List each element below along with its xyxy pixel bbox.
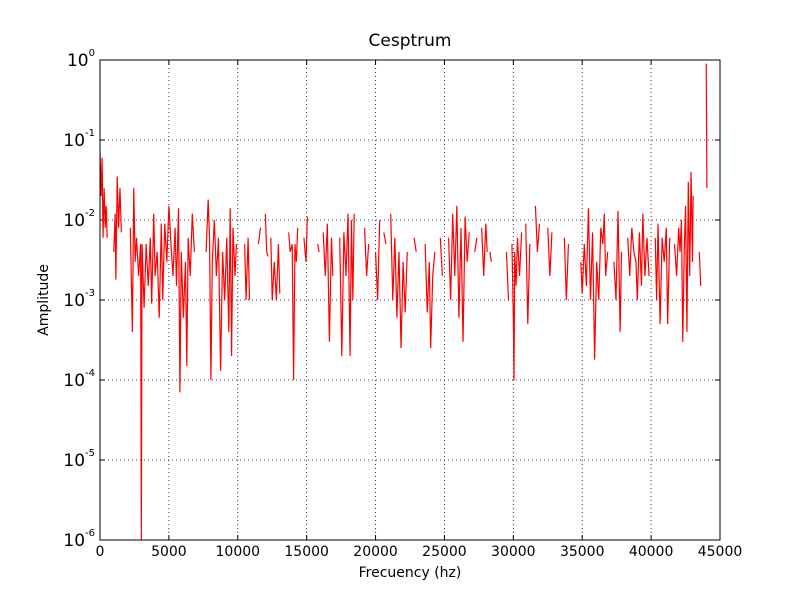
tick-base: 10 [67,51,89,71]
tick-exponent: -3 [85,288,95,299]
tick-base: 10 [63,291,85,311]
y-tick-label: 100 [67,48,95,71]
x-tick-label: 15000 [284,544,329,560]
x-tick-label: 0 [96,544,105,560]
y-axis-label: Amplitude [36,264,52,336]
y-tick-label: 10-6 [63,528,95,551]
tick-base: 10 [63,371,85,391]
plot-frame [99,59,721,541]
tick-exponent: -5 [85,448,95,459]
chart-title: Cesptrum [369,31,452,51]
x-tick-label: 45000 [698,544,743,560]
x-tick-label: 35000 [560,544,605,560]
tick-exponent: -6 [85,528,95,539]
tick-base: 10 [63,131,85,151]
y-tick-label: 10-3 [63,288,95,311]
y-tick-label: 10-5 [63,448,95,471]
x-tick-label: 25000 [422,544,467,560]
tick-base: 10 [63,211,85,231]
x-tick-label: 40000 [629,544,674,560]
y-tick-label: 10-4 [63,368,95,391]
tick-exponent: -4 [85,368,95,379]
x-tick-label: 10000 [216,544,261,560]
tick-exponent: 0 [89,48,95,59]
x-tick-label: 20000 [353,544,398,560]
tick-base: 10 [63,531,85,551]
data-line [100,63,708,541]
tick-exponent: -1 [85,128,95,139]
x-tick-label: 5000 [151,544,187,560]
tick-exponent: -2 [85,208,95,219]
x-axis-label: Frecuency (hz) [359,565,462,581]
y-tick-label: 10-1 [63,128,95,151]
x-tick-label: 30000 [491,544,536,560]
y-tick-label: 10-2 [63,208,95,231]
tick-base: 10 [63,451,85,471]
